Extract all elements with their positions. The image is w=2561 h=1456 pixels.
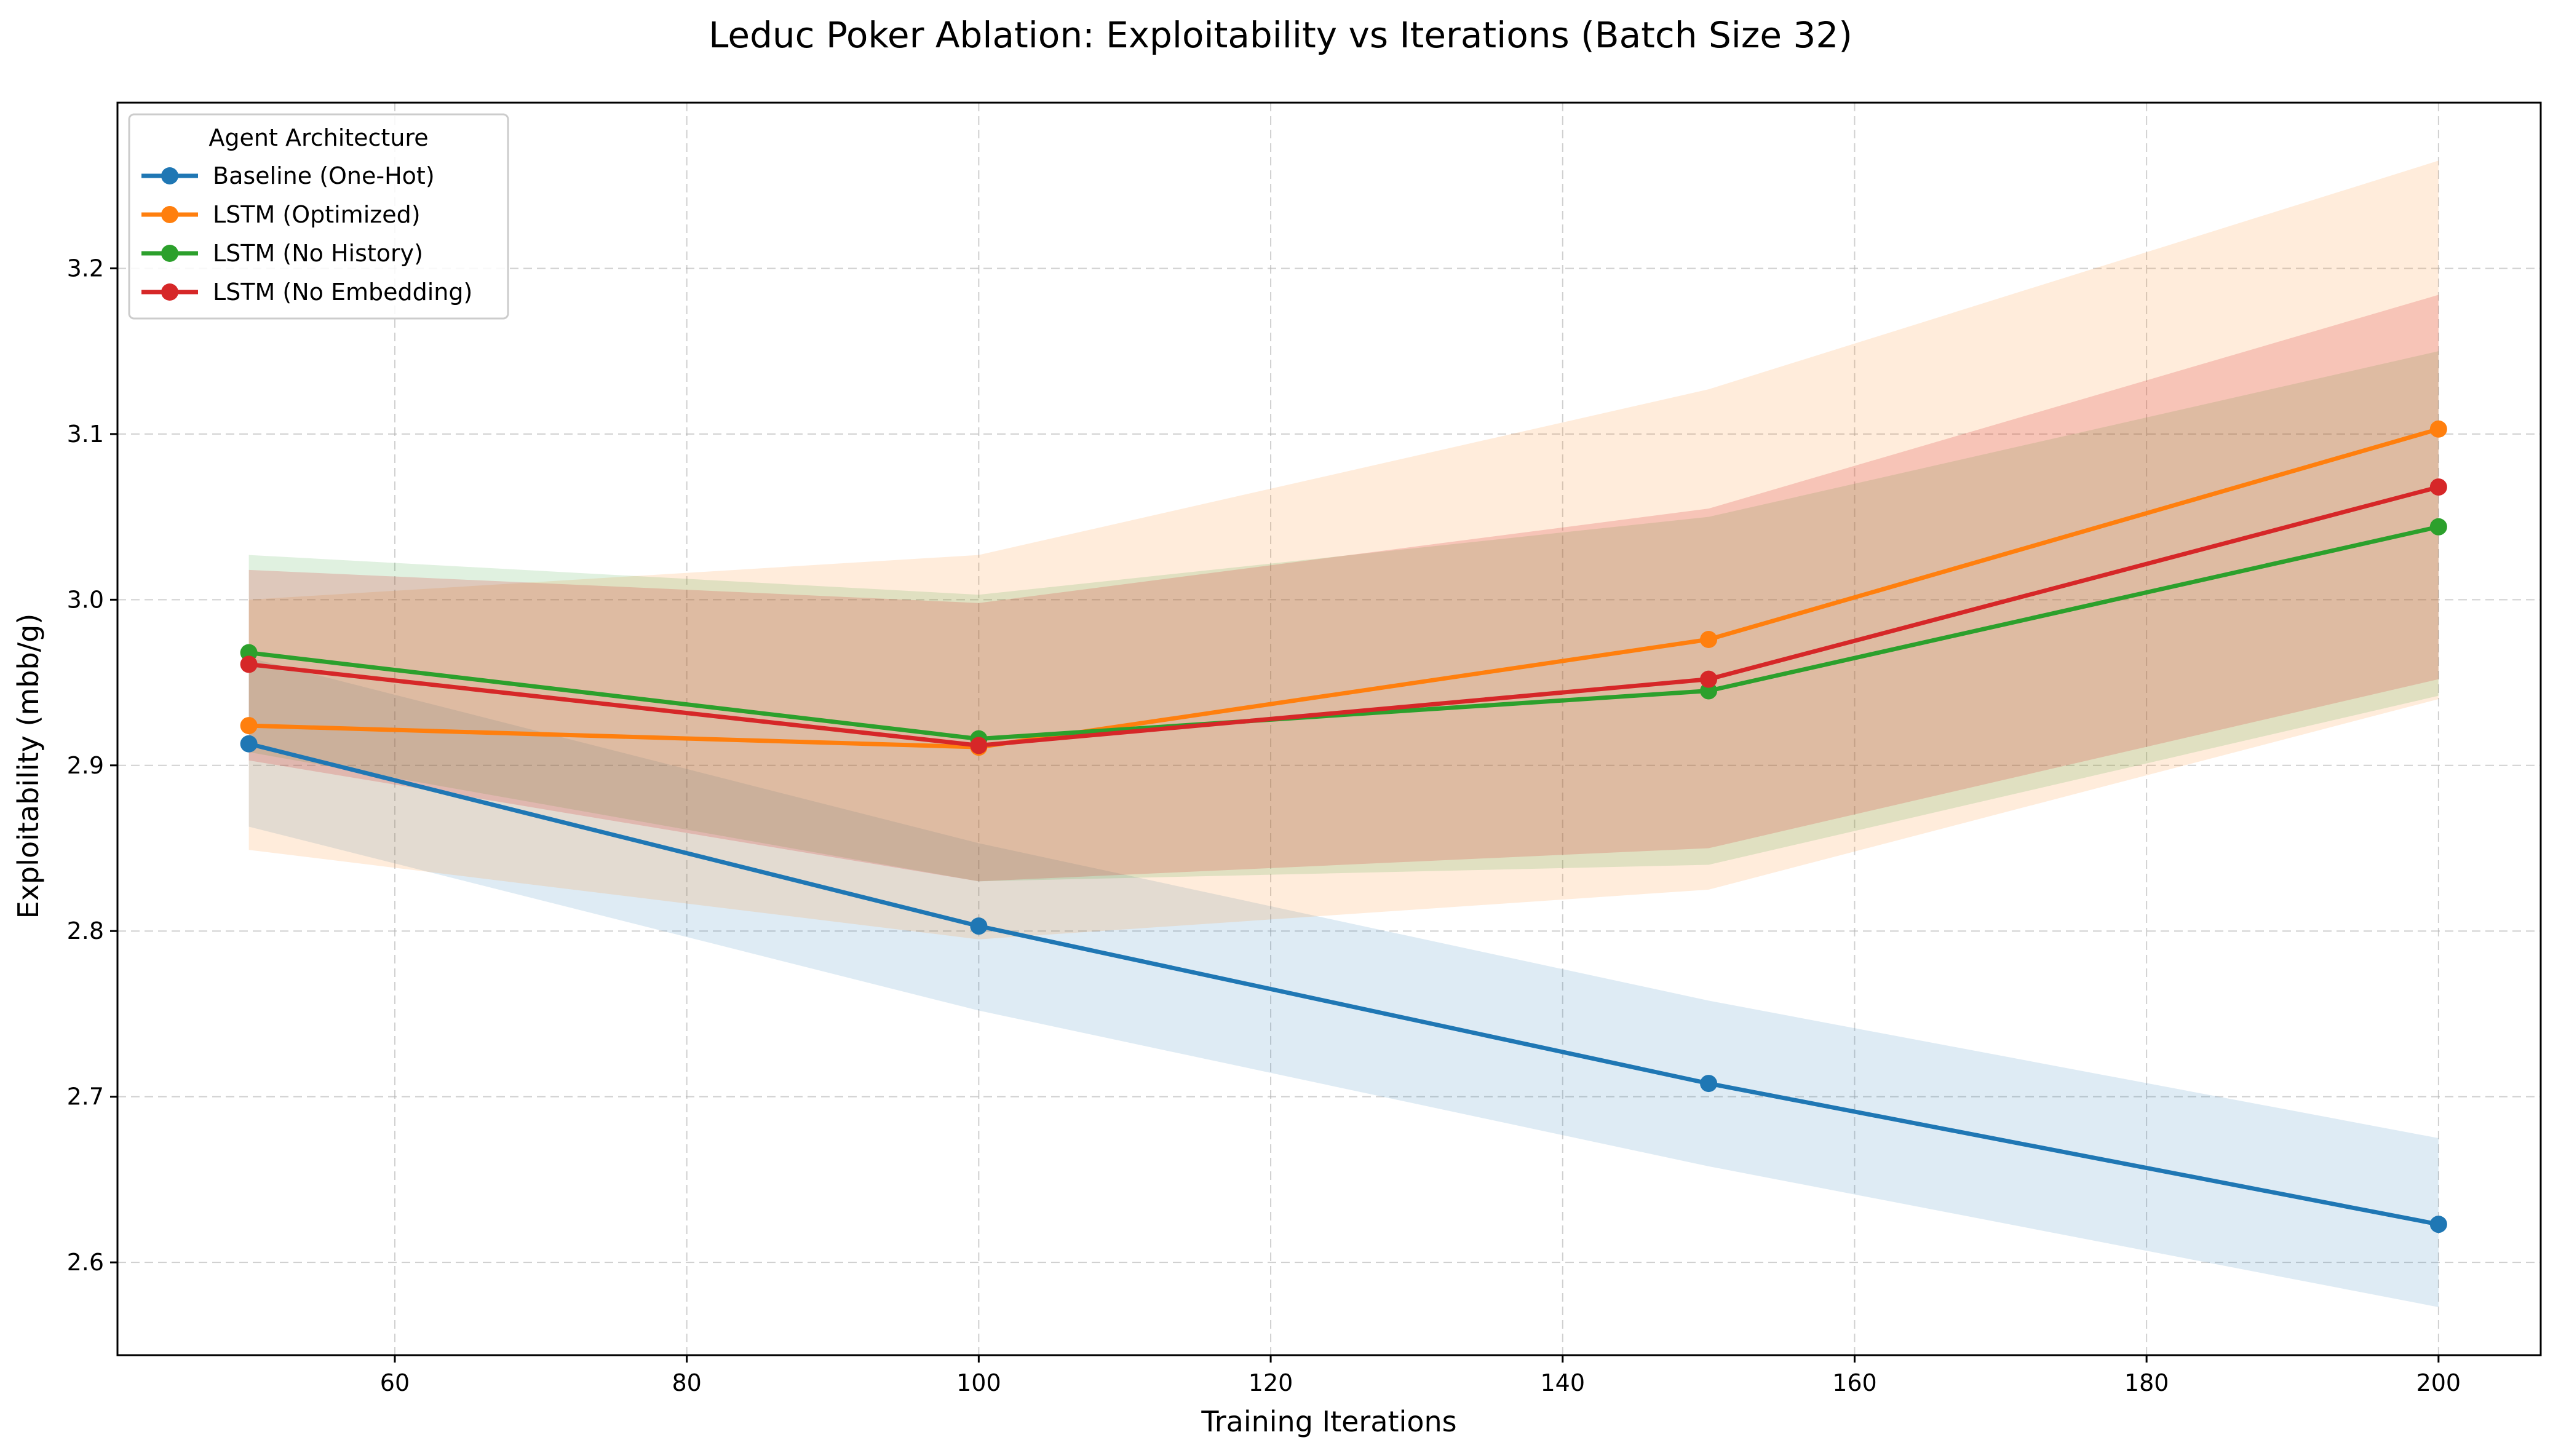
y-tick-label: 3.1 [67, 421, 104, 448]
y-tick-label: 3.0 [67, 586, 104, 613]
x-axis-label: Training Iterations [1201, 1405, 1456, 1438]
legend-label: LSTM (No Embedding) [213, 279, 472, 306]
series-lines [247, 427, 2441, 1227]
point-series-1 [1700, 1075, 1718, 1093]
x-tick-label: 160 [1832, 1369, 1877, 1396]
legend-marker [161, 167, 178, 184]
legend-marker [161, 283, 178, 301]
y-axis-label: Exploitability (mbb/g) [12, 614, 45, 919]
point-series-4 [1700, 670, 1718, 688]
band-series-4 [248, 295, 2439, 882]
x-tick-label: 80 [672, 1369, 701, 1396]
series-points [240, 420, 2447, 1233]
legend-entries: Baseline (One-Hot) LSTM (Optimized) LSTM (… [141, 162, 472, 306]
x-tick-label: 200 [2416, 1369, 2461, 1396]
legend-label: Baseline (One-Hot) [213, 162, 435, 189]
x-tick-label: 140 [1540, 1369, 1585, 1396]
x-tick-label: 100 [956, 1369, 1001, 1396]
band-series-3 [248, 351, 2439, 882]
point-series-4 [2429, 478, 2447, 496]
legend-label: LSTM (Optimized) [213, 201, 421, 228]
point-series-4 [240, 655, 258, 673]
point-series-4 [970, 737, 988, 754]
line-series-1 [247, 742, 2441, 1227]
plot-frame [116, 101, 2542, 1356]
axis-ticks: 60 80 100 120 140 160 180 200 2.6 2.7 2.8 2.9 3.0 3.1… [67, 255, 2461, 1396]
point-series-2 [1700, 631, 1718, 648]
legend-title: Agent Architecture [208, 124, 428, 151]
y-tick-label: 2.6 [67, 1249, 104, 1276]
chart-title: Leduc Poker Ablation: Exploitability vs … [709, 14, 1852, 56]
line-series-2 [247, 427, 2441, 750]
point-series-2 [240, 717, 258, 735]
line-series-3 [247, 524, 2441, 742]
point-series-1 [2429, 1216, 2447, 1233]
point-series-1 [240, 735, 258, 753]
grid [117, 103, 2541, 1355]
point-series-3 [2429, 518, 2447, 536]
x-tick-label: 60 [380, 1369, 410, 1396]
point-series-1 [970, 917, 988, 935]
legend: Agent Architecture Baseline (One-Hot) LST… [128, 113, 509, 320]
y-tick-label: 2.8 [67, 917, 104, 944]
legend-marker [161, 245, 178, 262]
point-series-2 [2429, 420, 2447, 438]
confidence-bands [248, 160, 2439, 1307]
x-tick-label: 180 [2124, 1369, 2169, 1396]
y-tick-label: 3.2 [67, 255, 104, 282]
line-series-4 [247, 485, 2441, 748]
band-series-1 [248, 657, 2439, 1307]
y-tick-label: 2.9 [67, 752, 104, 779]
band-series-2 [248, 160, 2439, 940]
x-tick-label: 120 [1249, 1369, 1293, 1396]
legend-marker [161, 206, 178, 223]
legend-box [128, 113, 509, 320]
y-tick-label: 2.7 [67, 1083, 104, 1110]
legend-label: LSTM (No History) [213, 240, 423, 267]
